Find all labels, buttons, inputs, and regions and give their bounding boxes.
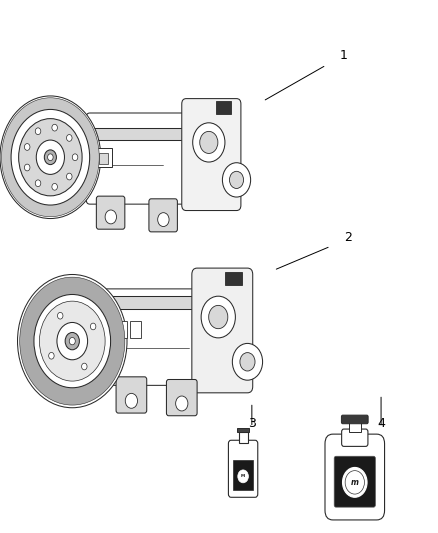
FancyBboxPatch shape xyxy=(104,289,207,385)
Point xyxy=(221,308,226,314)
Polygon shape xyxy=(83,144,94,196)
Circle shape xyxy=(52,124,57,131)
Point xyxy=(231,487,236,494)
Point xyxy=(109,344,114,351)
Circle shape xyxy=(105,210,117,224)
Circle shape xyxy=(200,132,218,154)
Circle shape xyxy=(158,213,169,227)
Circle shape xyxy=(35,180,41,187)
Circle shape xyxy=(52,183,57,190)
Point xyxy=(370,492,375,499)
Circle shape xyxy=(67,134,72,141)
Text: 4: 4 xyxy=(377,417,385,430)
Circle shape xyxy=(345,471,364,494)
FancyBboxPatch shape xyxy=(116,377,147,413)
Bar xyxy=(233,460,253,490)
Polygon shape xyxy=(88,128,191,140)
Circle shape xyxy=(67,173,72,180)
Circle shape xyxy=(57,322,88,360)
Circle shape xyxy=(39,301,105,381)
Bar xyxy=(79,128,90,173)
Circle shape xyxy=(238,470,248,483)
Circle shape xyxy=(65,333,79,350)
FancyBboxPatch shape xyxy=(182,99,241,211)
Circle shape xyxy=(18,274,127,408)
Bar xyxy=(96,148,112,167)
FancyBboxPatch shape xyxy=(334,456,375,507)
Line: 2 pts: 2 pts xyxy=(204,136,214,149)
Text: 2: 2 xyxy=(344,231,352,244)
Point xyxy=(370,500,375,507)
Circle shape xyxy=(201,296,235,338)
FancyBboxPatch shape xyxy=(96,196,125,229)
Circle shape xyxy=(35,128,41,135)
FancyBboxPatch shape xyxy=(149,199,177,232)
Circle shape xyxy=(72,154,78,160)
Bar xyxy=(216,101,232,114)
FancyBboxPatch shape xyxy=(325,434,385,520)
Bar xyxy=(130,321,141,338)
Circle shape xyxy=(125,393,138,408)
Circle shape xyxy=(1,98,99,217)
Point xyxy=(161,162,166,168)
Circle shape xyxy=(81,363,87,370)
Circle shape xyxy=(25,164,30,171)
FancyBboxPatch shape xyxy=(86,113,198,204)
Line: 2 pts: 2 pts xyxy=(213,311,223,323)
Circle shape xyxy=(36,140,64,174)
Bar xyxy=(99,153,108,164)
Circle shape xyxy=(233,343,263,380)
Circle shape xyxy=(19,119,82,196)
Circle shape xyxy=(25,143,30,150)
Circle shape xyxy=(48,154,53,160)
Polygon shape xyxy=(105,296,201,309)
Circle shape xyxy=(230,171,244,189)
Bar xyxy=(101,296,110,373)
Bar xyxy=(239,432,247,443)
Point xyxy=(250,481,255,487)
Circle shape xyxy=(208,305,228,329)
Point xyxy=(201,146,206,152)
FancyBboxPatch shape xyxy=(192,268,253,393)
Bar xyxy=(349,422,361,432)
Circle shape xyxy=(34,294,110,387)
Point xyxy=(334,492,339,499)
Circle shape xyxy=(49,352,54,359)
Point xyxy=(211,320,216,326)
Text: m: m xyxy=(351,478,359,487)
Point xyxy=(231,474,236,481)
Text: M: M xyxy=(241,474,245,479)
Circle shape xyxy=(57,312,63,319)
Bar xyxy=(237,428,249,432)
Bar xyxy=(225,272,243,285)
Circle shape xyxy=(0,96,101,219)
Circle shape xyxy=(240,353,255,371)
Text: 1: 1 xyxy=(340,50,348,62)
Point xyxy=(231,481,236,487)
Point xyxy=(211,133,216,140)
Point xyxy=(250,487,255,494)
Circle shape xyxy=(11,109,90,205)
Point xyxy=(187,344,192,351)
FancyBboxPatch shape xyxy=(342,415,368,424)
Point xyxy=(87,162,92,168)
Point xyxy=(334,500,339,507)
Bar xyxy=(112,321,127,338)
FancyBboxPatch shape xyxy=(342,429,368,447)
Point xyxy=(250,474,255,481)
Circle shape xyxy=(20,277,125,405)
Circle shape xyxy=(223,163,251,197)
Circle shape xyxy=(176,396,188,411)
FancyBboxPatch shape xyxy=(229,440,258,497)
Circle shape xyxy=(44,150,57,165)
Circle shape xyxy=(343,467,367,497)
Circle shape xyxy=(193,123,225,162)
Text: 3: 3 xyxy=(248,417,256,430)
Circle shape xyxy=(90,323,96,330)
FancyBboxPatch shape xyxy=(166,379,197,416)
Circle shape xyxy=(69,337,75,345)
